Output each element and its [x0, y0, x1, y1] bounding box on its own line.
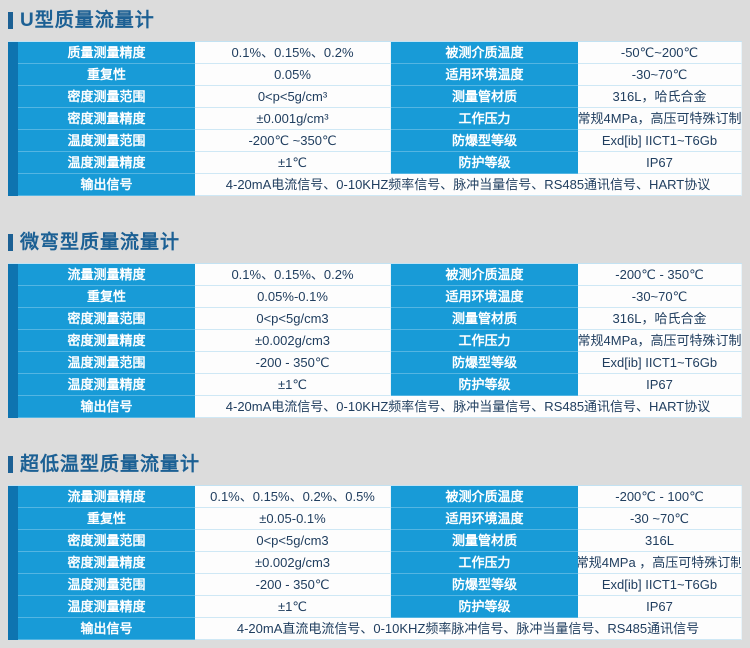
- spec-value-cell: 常规4MPa，高压可特殊订制: [578, 108, 742, 130]
- spec-value-cell: 0<p<5g/cm³: [195, 86, 391, 108]
- table-left-accent-strip: [8, 264, 18, 418]
- output-signal-label-cell: 输出信号: [18, 396, 195, 418]
- spec-label-cell: 适用环境温度: [391, 286, 578, 308]
- spec-label-cell: 工作压力: [391, 552, 578, 574]
- title-accent-bar: [8, 233, 13, 251]
- section-title-text: 超低温型质量流量计: [20, 454, 201, 475]
- section-cryogenic-flowmeter: 超低温型质量流量计 流量测量精度 0.1%、0.15%、0.2%、0.5% 被测…: [8, 452, 742, 640]
- output-signal-value-cell: 4-20mA直流电流信号、0-10KHZ频率脉冲信号、脉冲当量信号、RS485通…: [195, 618, 742, 640]
- spec-value-cell: -30 ~70℃: [578, 508, 742, 530]
- output-signal-value-cell: 4-20mA电流信号、0-10KHZ频率信号、脉冲当量信号、RS485通讯信号、…: [195, 396, 742, 418]
- spec-value-cell: -200 - 350℃: [195, 352, 391, 374]
- spec-value-cell: 0.1%、0.15%、0.2%、0.5%: [195, 486, 391, 508]
- spec-value-cell: 316L，哈氏合金: [578, 308, 742, 330]
- spec-label-cell: 适用环境温度: [391, 508, 578, 530]
- spec-value-cell: -30~70℃: [578, 286, 742, 308]
- output-signal-label-cell: 输出信号: [18, 174, 195, 196]
- spec-value-cell: Exd[ib] IICT1~T6Gb: [578, 574, 742, 596]
- spec-label-cell: 工作压力: [391, 330, 578, 352]
- spec-label-cell: 防爆型等级: [391, 352, 578, 374]
- spec-value-cell: 0<p<5g/cm3: [195, 308, 391, 330]
- spec-label-cell: 质量测量精度: [18, 42, 195, 64]
- spec-table-cryogenic: 流量测量精度 0.1%、0.15%、0.2%、0.5% 被测介质温度 -200℃…: [8, 485, 742, 640]
- spec-value-cell: -200℃ - 350℃: [578, 264, 742, 286]
- spec-value-cell: Exd[ib] IICT1~T6Gb: [578, 130, 742, 152]
- spec-value-cell: 316L，哈氏合金: [578, 86, 742, 108]
- spec-value-cell: 0.1%、0.15%、0.2%: [195, 264, 391, 286]
- spec-value-cell: -50℃~200℃: [578, 42, 742, 64]
- spec-label-cell: 密度测量精度: [18, 330, 195, 352]
- spec-value-cell: ±1℃: [195, 152, 391, 174]
- spec-value-cell: 0<p<5g/cm3: [195, 530, 391, 552]
- spec-value-cell: ±0.002g/cm3: [195, 552, 391, 574]
- table-left-accent-strip: [8, 42, 18, 196]
- spec-table-u-type: 质量测量精度 0.1%、0.15%、0.2% 被测介质温度 -50℃~200℃ …: [8, 41, 742, 196]
- spec-label-cell: 被测介质温度: [391, 42, 578, 64]
- output-signal-label-cell: 输出信号: [18, 618, 195, 640]
- spec-label-cell: 防爆型等级: [391, 130, 578, 152]
- spec-label-cell: 重复性: [18, 508, 195, 530]
- spec-value-cell: 常规4MPa，高压可特殊订制: [578, 330, 742, 352]
- spec-label-cell: 流量测量精度: [18, 486, 195, 508]
- spec-label-cell: 防爆型等级: [391, 574, 578, 596]
- section-title-text: U型质量流量计: [20, 10, 155, 31]
- section-micro-bend-flowmeter: 微弯型质量流量计 流量测量精度 0.1%、0.15%、0.2% 被测介质温度 -…: [8, 230, 742, 418]
- spec-label-cell: 重复性: [18, 286, 195, 308]
- spec-label-cell: 密度测量范围: [18, 86, 195, 108]
- spec-value-cell: 常规4MPa ，高压可特殊订制: [578, 552, 742, 574]
- spec-value-cell: ±1℃: [195, 596, 391, 618]
- spec-value-cell: IP67: [578, 596, 742, 618]
- section-title: 超低温型质量流量计: [8, 452, 742, 476]
- spec-value-cell: 0.05%-0.1%: [195, 286, 391, 308]
- spec-label-cell: 测量管材质: [391, 530, 578, 552]
- spec-label-cell: 被测介质温度: [391, 264, 578, 286]
- title-accent-bar: [8, 11, 13, 29]
- spec-value-cell: -30~70℃: [578, 64, 742, 86]
- spec-label-cell: 密度测量精度: [18, 108, 195, 130]
- spec-label-cell: 密度测量范围: [18, 308, 195, 330]
- spec-label-cell: 防护等级: [391, 152, 578, 174]
- spec-value-cell: Exd[ib] IICT1~T6Gb: [578, 352, 742, 374]
- spec-value-cell: IP67: [578, 374, 742, 396]
- spec-label-cell: 温度测量精度: [18, 152, 195, 174]
- spec-label-cell: 被测介质温度: [391, 486, 578, 508]
- spec-label-cell: 防护等级: [391, 374, 578, 396]
- spec-label-cell: 测量管材质: [391, 308, 578, 330]
- spec-label-cell: 测量管材质: [391, 86, 578, 108]
- section-title: 微弯型质量流量计: [8, 230, 742, 254]
- spec-label-cell: 流量测量精度: [18, 264, 195, 286]
- spec-label-cell: 温度测量精度: [18, 596, 195, 618]
- section-title: U型质量流量计: [8, 8, 742, 32]
- spec-label-cell: 温度测量范围: [18, 352, 195, 374]
- spec-value-cell: ±0.05-0.1%: [195, 508, 391, 530]
- spec-value-cell: -200 - 350℃: [195, 574, 391, 596]
- spec-label-cell: 防护等级: [391, 596, 578, 618]
- spec-value-cell: ±1℃: [195, 374, 391, 396]
- spec-label-cell: 密度测量范围: [18, 530, 195, 552]
- spec-value-cell: ±0.001g/cm³: [195, 108, 391, 130]
- spec-label-cell: 适用环境温度: [391, 64, 578, 86]
- title-accent-bar: [8, 455, 13, 473]
- spec-label-cell: 温度测量范围: [18, 130, 195, 152]
- spec-table-micro-bend: 流量测量精度 0.1%、0.15%、0.2% 被测介质温度 -200℃ - 35…: [8, 263, 742, 418]
- section-title-text: 微弯型质量流量计: [20, 232, 181, 253]
- spec-value-cell: ±0.002g/cm3: [195, 330, 391, 352]
- spec-value-cell: 316L: [578, 530, 742, 552]
- spec-value-cell: 0.1%、0.15%、0.2%: [195, 42, 391, 64]
- output-signal-value-cell: 4-20mA电流信号、0-10KHZ频率信号、脉冲当量信号、RS485通讯信号、…: [195, 174, 742, 196]
- spec-label-cell: 工作压力: [391, 108, 578, 130]
- spec-label-cell: 温度测量精度: [18, 374, 195, 396]
- spec-label-cell: 重复性: [18, 64, 195, 86]
- spec-label-cell: 密度测量精度: [18, 552, 195, 574]
- spec-value-cell: -200℃ ~350℃: [195, 130, 391, 152]
- spec-label-cell: 温度测量范围: [18, 574, 195, 596]
- spec-value-cell: -200℃ - 100℃: [578, 486, 742, 508]
- section-u-type-flowmeter: U型质量流量计 质量测量精度 0.1%、0.15%、0.2% 被测介质温度 -5…: [8, 8, 742, 196]
- spec-value-cell: 0.05%: [195, 64, 391, 86]
- spec-value-cell: IP67: [578, 152, 742, 174]
- table-left-accent-strip: [8, 486, 18, 640]
